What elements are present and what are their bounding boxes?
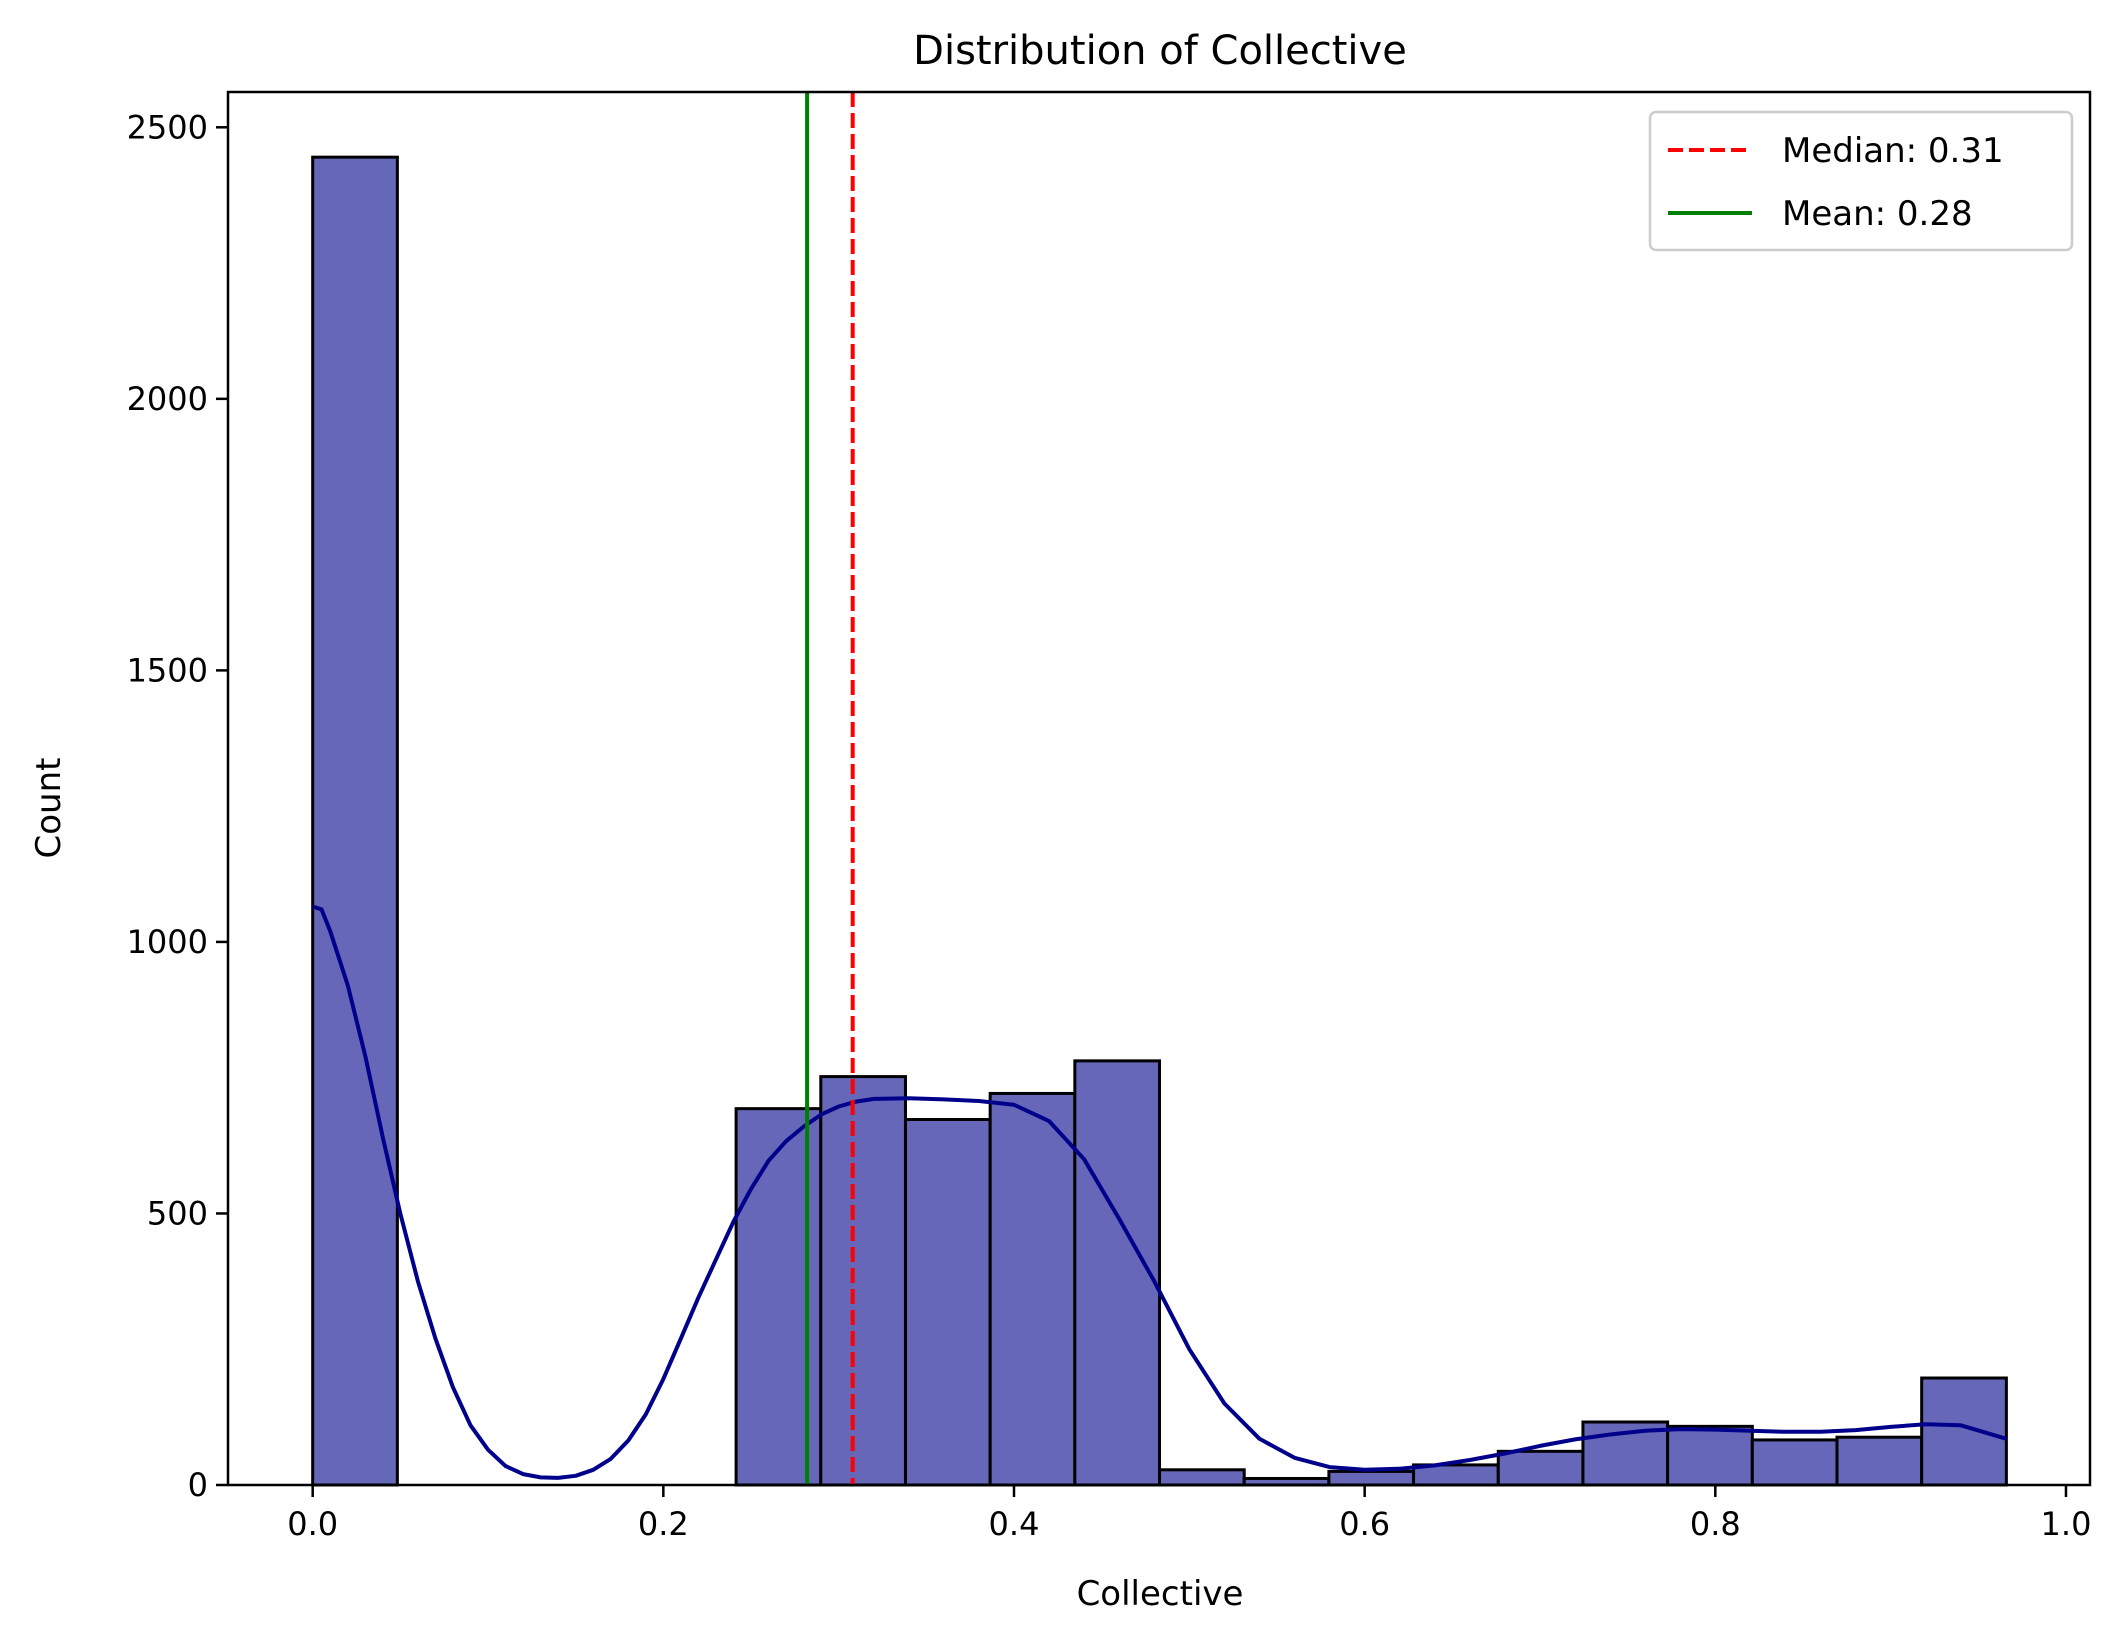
histogram-bar bbox=[819, 1075, 907, 1487]
histogram-bar bbox=[988, 1091, 1077, 1487]
histogram-bar bbox=[1496, 1449, 1585, 1487]
histogram-bar bbox=[1073, 1059, 1162, 1487]
y-tick-label: 1000 bbox=[127, 923, 208, 961]
plot-frame bbox=[226, 90, 2092, 1487]
y-tick-label: 2500 bbox=[127, 108, 208, 146]
x-tick-label: 0.6 bbox=[1339, 1505, 1390, 1543]
histogram-bar bbox=[1158, 1468, 1246, 1487]
x-tick-label: 0.4 bbox=[989, 1505, 1040, 1543]
legend: Median: 0.31 Mean: 0.28 bbox=[1648, 110, 2074, 252]
axes-group bbox=[226, 90, 2092, 1487]
kde-curve-group bbox=[312, 904, 2007, 1480]
histogram-bar bbox=[311, 155, 399, 1487]
histogram-bar bbox=[1920, 1376, 2008, 1487]
histogram-bar bbox=[903, 1118, 992, 1487]
legend-box bbox=[1648, 110, 2074, 252]
x-tick-label: 1.0 bbox=[2041, 1505, 2092, 1543]
y-tick-label: 1500 bbox=[127, 651, 208, 689]
x-tick-label: 0.8 bbox=[1690, 1505, 1741, 1543]
histogram-bar bbox=[1666, 1424, 1754, 1487]
histogram-bar bbox=[1327, 1469, 1416, 1487]
histogram-bar bbox=[1835, 1435, 1924, 1487]
legend-label-median: Median: 0.31 bbox=[1782, 131, 2004, 171]
kde-curve bbox=[312, 904, 2007, 1480]
x-tick-label: 0.0 bbox=[287, 1505, 338, 1543]
y-tick-label: 0 bbox=[188, 1466, 208, 1504]
chart-title: Distribution of Collective bbox=[913, 28, 1407, 74]
x-tick-label: 0.2 bbox=[638, 1505, 689, 1543]
y-tick-label: 500 bbox=[147, 1194, 208, 1232]
histogram-bar bbox=[1750, 1438, 1839, 1487]
x-axis-label: Collective bbox=[1077, 1574, 1244, 1614]
histogram-bars bbox=[311, 155, 2008, 1487]
legend-label-mean: Mean: 0.28 bbox=[1782, 194, 1973, 234]
ticks-group: 0.0 0.2 0.4 0.6 0.8 1.0 0 500 1000 1500 2000 2500 bbox=[127, 108, 2092, 1543]
y-tick-label: 2000 bbox=[127, 380, 208, 418]
y-axis-label: Count bbox=[29, 758, 69, 859]
reference-lines bbox=[805, 92, 855, 1485]
